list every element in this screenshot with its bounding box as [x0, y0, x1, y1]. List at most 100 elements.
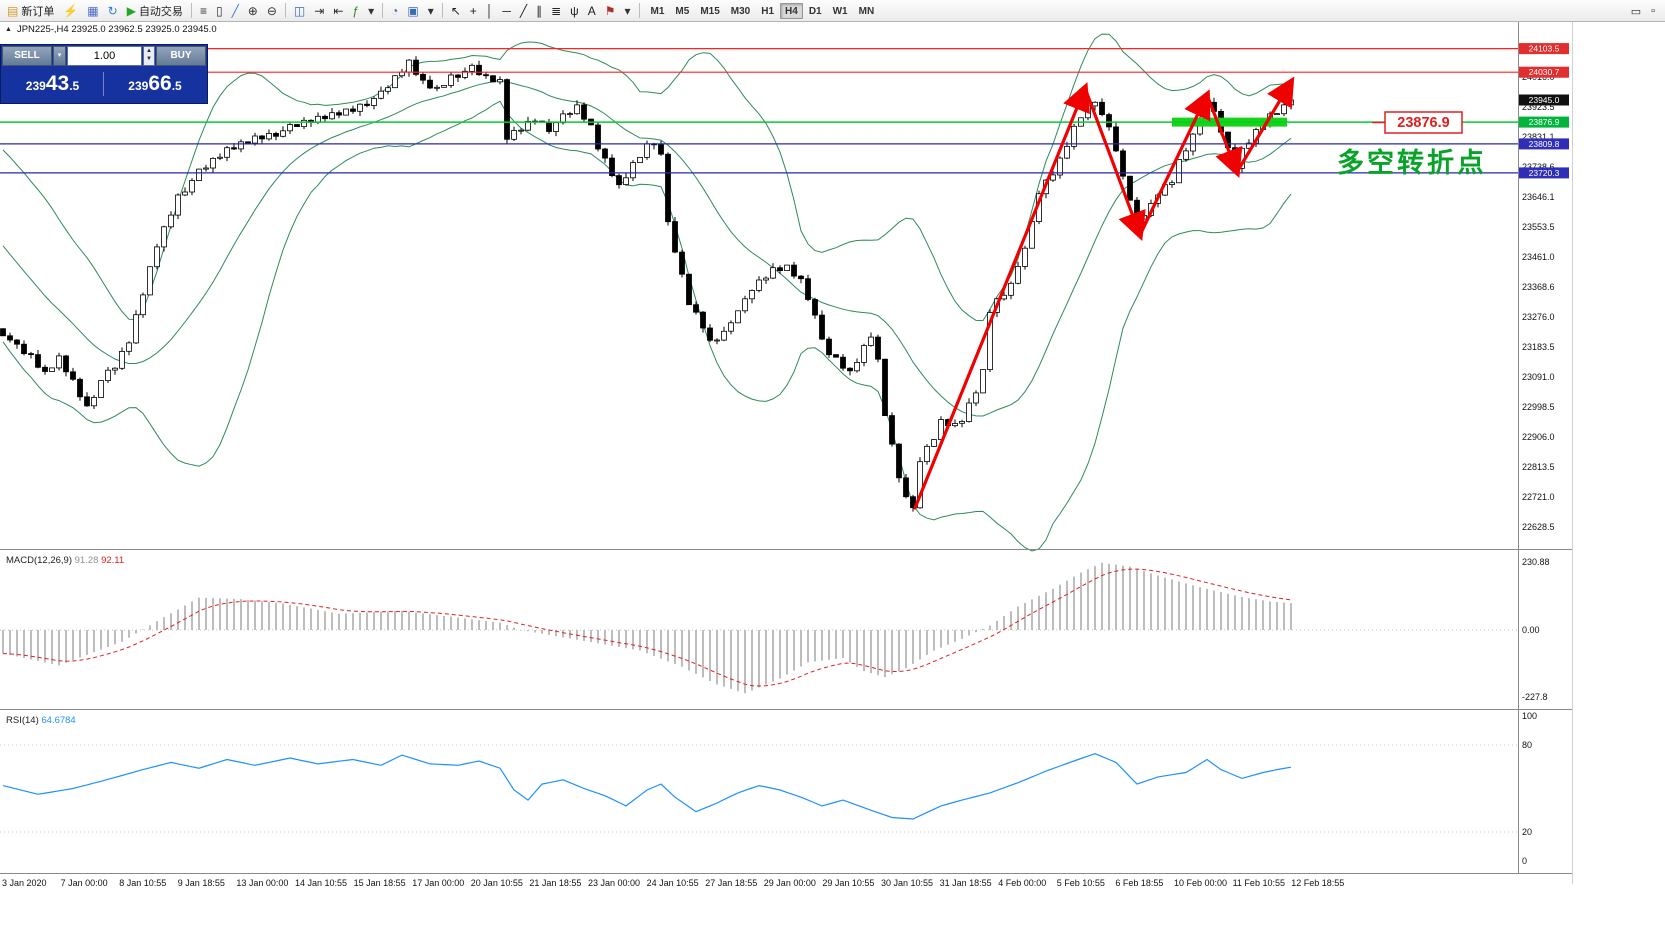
trend-arrow[interactable] — [1235, 76, 1295, 174]
timeframe-d1[interactable]: D1 — [808, 5, 822, 17]
macd-histogram-bar — [1157, 575, 1159, 630]
macd-histogram-bar — [961, 630, 963, 639]
timeframe-h1[interactable]: H1 — [761, 5, 775, 17]
trend-arrow[interactable] — [1138, 89, 1211, 237]
tile-windows-icon[interactable]: ◫ — [290, 2, 309, 20]
pitchfork-icon[interactable]: ψ — [566, 2, 583, 20]
metaeditor-icon[interactable]: ⚡ — [59, 2, 82, 20]
horizontal-line-icon[interactable]: ─ — [498, 2, 515, 20]
macd-histogram-bar — [933, 630, 935, 651]
zoom-in-icon[interactable]: ⊕ — [244, 2, 262, 20]
fibonacci-icon: ≣ — [551, 3, 562, 18]
macd-histogram-bar — [44, 630, 46, 663]
time-axis[interactable]: 3 Jan 2020 7 Jan 00:00 8 Jan 10:55 9 Jan 18… — [2, 878, 1344, 888]
timeframe-mn[interactable]: MN — [858, 5, 875, 17]
svg-text:14 Jan 10:55: 14 Jan 10:55 — [295, 878, 347, 888]
cursor-icon[interactable]: ↖ — [447, 2, 465, 20]
svg-text:30 Jan 10:55: 30 Jan 10:55 — [881, 878, 933, 888]
profiles-icon[interactable]: ▦ — [83, 2, 102, 20]
horizontal-line-objects[interactable] — [0, 48, 1518, 174]
macd-panel: MACD(12,26,9) 91.28 92.11 230.88 0.00 -227.… — [0, 555, 1550, 702]
trend-arrow[interactable] — [1083, 86, 1146, 241]
candlestick-chart-icon[interactable]: ▯ — [212, 2, 227, 20]
price-callout-box[interactable] — [1384, 111, 1463, 134]
macd-histogram-bar — [758, 630, 760, 688]
timeframe-m30[interactable]: M30 — [730, 5, 751, 17]
macd-histogram-bar — [373, 612, 375, 630]
buy-button[interactable]: BUY — [156, 46, 206, 66]
timeframe-w1[interactable]: W1 — [832, 5, 848, 17]
macd-histogram-bar — [254, 600, 256, 630]
line-chart-icon[interactable]: ╱ — [228, 2, 243, 20]
macd-histogram-bar — [275, 602, 277, 630]
templates-icon[interactable]: ▣ — [403, 2, 422, 20]
volume-input[interactable] — [67, 46, 142, 66]
auto-scroll-icon[interactable]: ⇥ — [310, 2, 328, 20]
templates-dropdown[interactable]: ▾ — [424, 2, 438, 20]
macd-signal-line — [2, 568, 1292, 687]
trend-arrow[interactable] — [1205, 93, 1243, 178]
macd-histogram-bar — [2, 630, 4, 654]
svg-text:23831.1: 23831.1 — [1522, 132, 1555, 142]
macd-histogram-bar — [856, 630, 858, 667]
macd-histogram-bar — [212, 598, 214, 630]
svg-text:23183.5: 23183.5 — [1522, 342, 1555, 352]
macd-histogram-bar — [1185, 583, 1187, 630]
zoom-out-icon[interactable]: ⊖ — [263, 2, 281, 20]
label-icon[interactable]: ⚑ — [601, 2, 620, 20]
new-order-button[interactable]: ▤ 新订单 — [3, 2, 58, 20]
sell-price[interactable]: 23943.5 — [2, 71, 104, 96]
macd-histogram-bar — [282, 603, 284, 630]
crosshair-icon[interactable]: + — [466, 2, 481, 20]
macd-histogram-bar — [226, 598, 228, 630]
macd-histogram-bar — [23, 630, 25, 658]
macd-histogram-bar — [1220, 592, 1222, 630]
layout-icon[interactable]: ▫ — [1651, 5, 1655, 17]
svg-text:29 Jan 00:00: 29 Jan 00:00 — [764, 878, 816, 888]
refresh-icon[interactable]: ↻ — [104, 2, 122, 20]
channel-icon[interactable]: ∥ — [532, 2, 546, 20]
vertical-line-icon[interactable]: │ — [482, 2, 498, 20]
bar-chart-icon[interactable]: ≡ — [196, 2, 211, 20]
timeframe-clock-icon[interactable]: ◔ — [387, 2, 402, 20]
buy-price[interactable]: 23966.5 — [128, 71, 182, 95]
shapes-dropdown[interactable]: ▾ — [620, 2, 634, 20]
macd-histogram-bar — [1017, 606, 1019, 630]
macd-histogram-bar — [1003, 616, 1005, 630]
autotrading-button[interactable]: ▶ 自动交易 — [123, 2, 187, 20]
macd-histogram-bar — [919, 630, 921, 660]
fibonacci-icon[interactable]: ≣ — [547, 2, 565, 20]
trendline-icon[interactable]: ╱ — [516, 2, 531, 20]
timeframe-h4[interactable]: H4 — [780, 2, 803, 19]
indicators-icon[interactable]: ƒ — [348, 2, 363, 20]
one-click-trading-panel: SELL ▾ ▲▼ BUY 23943.5 23966.5 — [0, 44, 208, 104]
chart-canvas[interactable]: 24016.023923.523831.123738.623646.123553… — [0, 22, 1665, 948]
timeframe-m1[interactable]: M1 — [650, 5, 665, 17]
volume-dropdown-icon[interactable]: ▾ — [53, 46, 66, 66]
macd-histogram-bar — [289, 604, 291, 630]
text-icon[interactable]: A — [584, 2, 600, 20]
indicators-dropdown[interactable]: ▾ — [364, 2, 378, 20]
macd-histogram-bar — [695, 630, 697, 674]
macd-histogram-bar — [408, 611, 410, 630]
macd-histogram-bar — [821, 630, 823, 661]
price-tag-23720.3 — [1519, 167, 1569, 179]
panel-collapse-icon[interactable]: ▲ — [5, 26, 12, 33]
svg-text:23923.5: 23923.5 — [1522, 102, 1555, 112]
chart-window-icon[interactable]: ▭ — [1630, 5, 1642, 18]
chart-shift-icon[interactable]: ⇤ — [329, 2, 347, 20]
sell-button[interactable]: SELL — [2, 46, 52, 66]
trend-arrow[interactable] — [913, 82, 1090, 510]
macd-histogram-bar — [828, 630, 830, 660]
macd-histogram-bar — [219, 598, 221, 630]
macd-histogram-bar — [1199, 587, 1201, 630]
timeframe-m15[interactable]: M15 — [700, 5, 720, 17]
volume-stepper[interactable]: ▲ ▼ — [143, 46, 155, 66]
annotations: 23876.9 多空转折点 — [913, 76, 1484, 510]
autotrading-icon: ▶ — [126, 3, 136, 18]
timeframe-m5[interactable]: M5 — [675, 5, 690, 17]
macd-histogram-bar — [1087, 569, 1089, 630]
svg-text:29 Jan 10:55: 29 Jan 10:55 — [822, 878, 874, 888]
symbol-info: ▲ JPN225-,H4 23925.0 23962.5 23925.0 239… — [5, 24, 217, 35]
price-axis[interactable]: 24016.023923.523831.123738.623646.123553… — [1519, 43, 1569, 532]
